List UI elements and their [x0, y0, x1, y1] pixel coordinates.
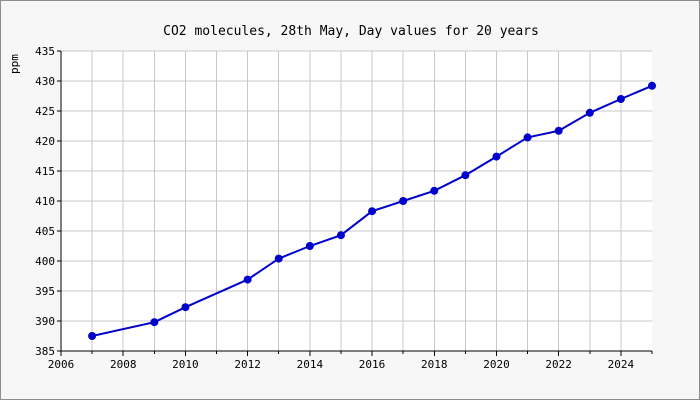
x-tick-label: 2018 — [421, 358, 448, 371]
x-tick-label: 2020 — [483, 358, 510, 371]
data-point — [336, 231, 345, 240]
y-tick-label: 415 — [35, 165, 55, 178]
data-point — [243, 275, 252, 284]
x-tick-label: 2008 — [110, 358, 137, 371]
x-tick-label: 2006 — [48, 358, 75, 371]
data-point — [616, 95, 625, 103]
data-point — [88, 332, 97, 340]
data-point — [305, 242, 314, 250]
y-tick-label: 400 — [35, 255, 55, 268]
x-tick-label: 2010 — [172, 358, 199, 371]
data-point — [181, 303, 190, 312]
x-tick-label: 2014 — [297, 358, 324, 371]
y-tick-label: 435 — [35, 45, 55, 58]
x-tick-label: 2012 — [234, 358, 261, 371]
x-tick-label: 2024 — [608, 358, 635, 371]
data-point — [368, 207, 377, 216]
y-tick-label: 405 — [35, 225, 55, 238]
data-point — [461, 171, 470, 180]
data-point — [274, 254, 283, 263]
y-tick-label: 430 — [35, 75, 55, 88]
y-tick-label: 420 — [35, 135, 55, 148]
x-tick-label: 2016 — [359, 358, 386, 371]
data-point — [492, 152, 501, 161]
y-tick-label: 390 — [35, 315, 55, 328]
data-point — [648, 81, 656, 90]
data-point — [399, 197, 408, 205]
y-tick-label: 385 — [35, 345, 55, 358]
data-point — [150, 318, 159, 327]
y-axis-label: ppm — [8, 54, 21, 74]
y-tick-label: 425 — [35, 105, 55, 118]
y-tick-label: 410 — [35, 195, 55, 208]
grid-lines — [61, 50, 652, 351]
chart-title: CO2 molecules, 28th May, Day values for … — [163, 24, 539, 39]
series-layer — [88, 81, 656, 340]
data-point — [554, 126, 563, 135]
data-point — [523, 133, 532, 142]
x-tick-label: 2022 — [545, 358, 572, 371]
data-point — [585, 108, 594, 117]
x-axis-ticks: 2006 2008 2010 2012 2014 2016 2018 2020 2022 2024 — [48, 351, 653, 371]
data-point — [430, 186, 439, 195]
y-axis-ticks: 385 390 395 400 405 410 415 420 425 430 435 — [35, 45, 61, 358]
y-tick-label: 395 — [35, 285, 55, 298]
